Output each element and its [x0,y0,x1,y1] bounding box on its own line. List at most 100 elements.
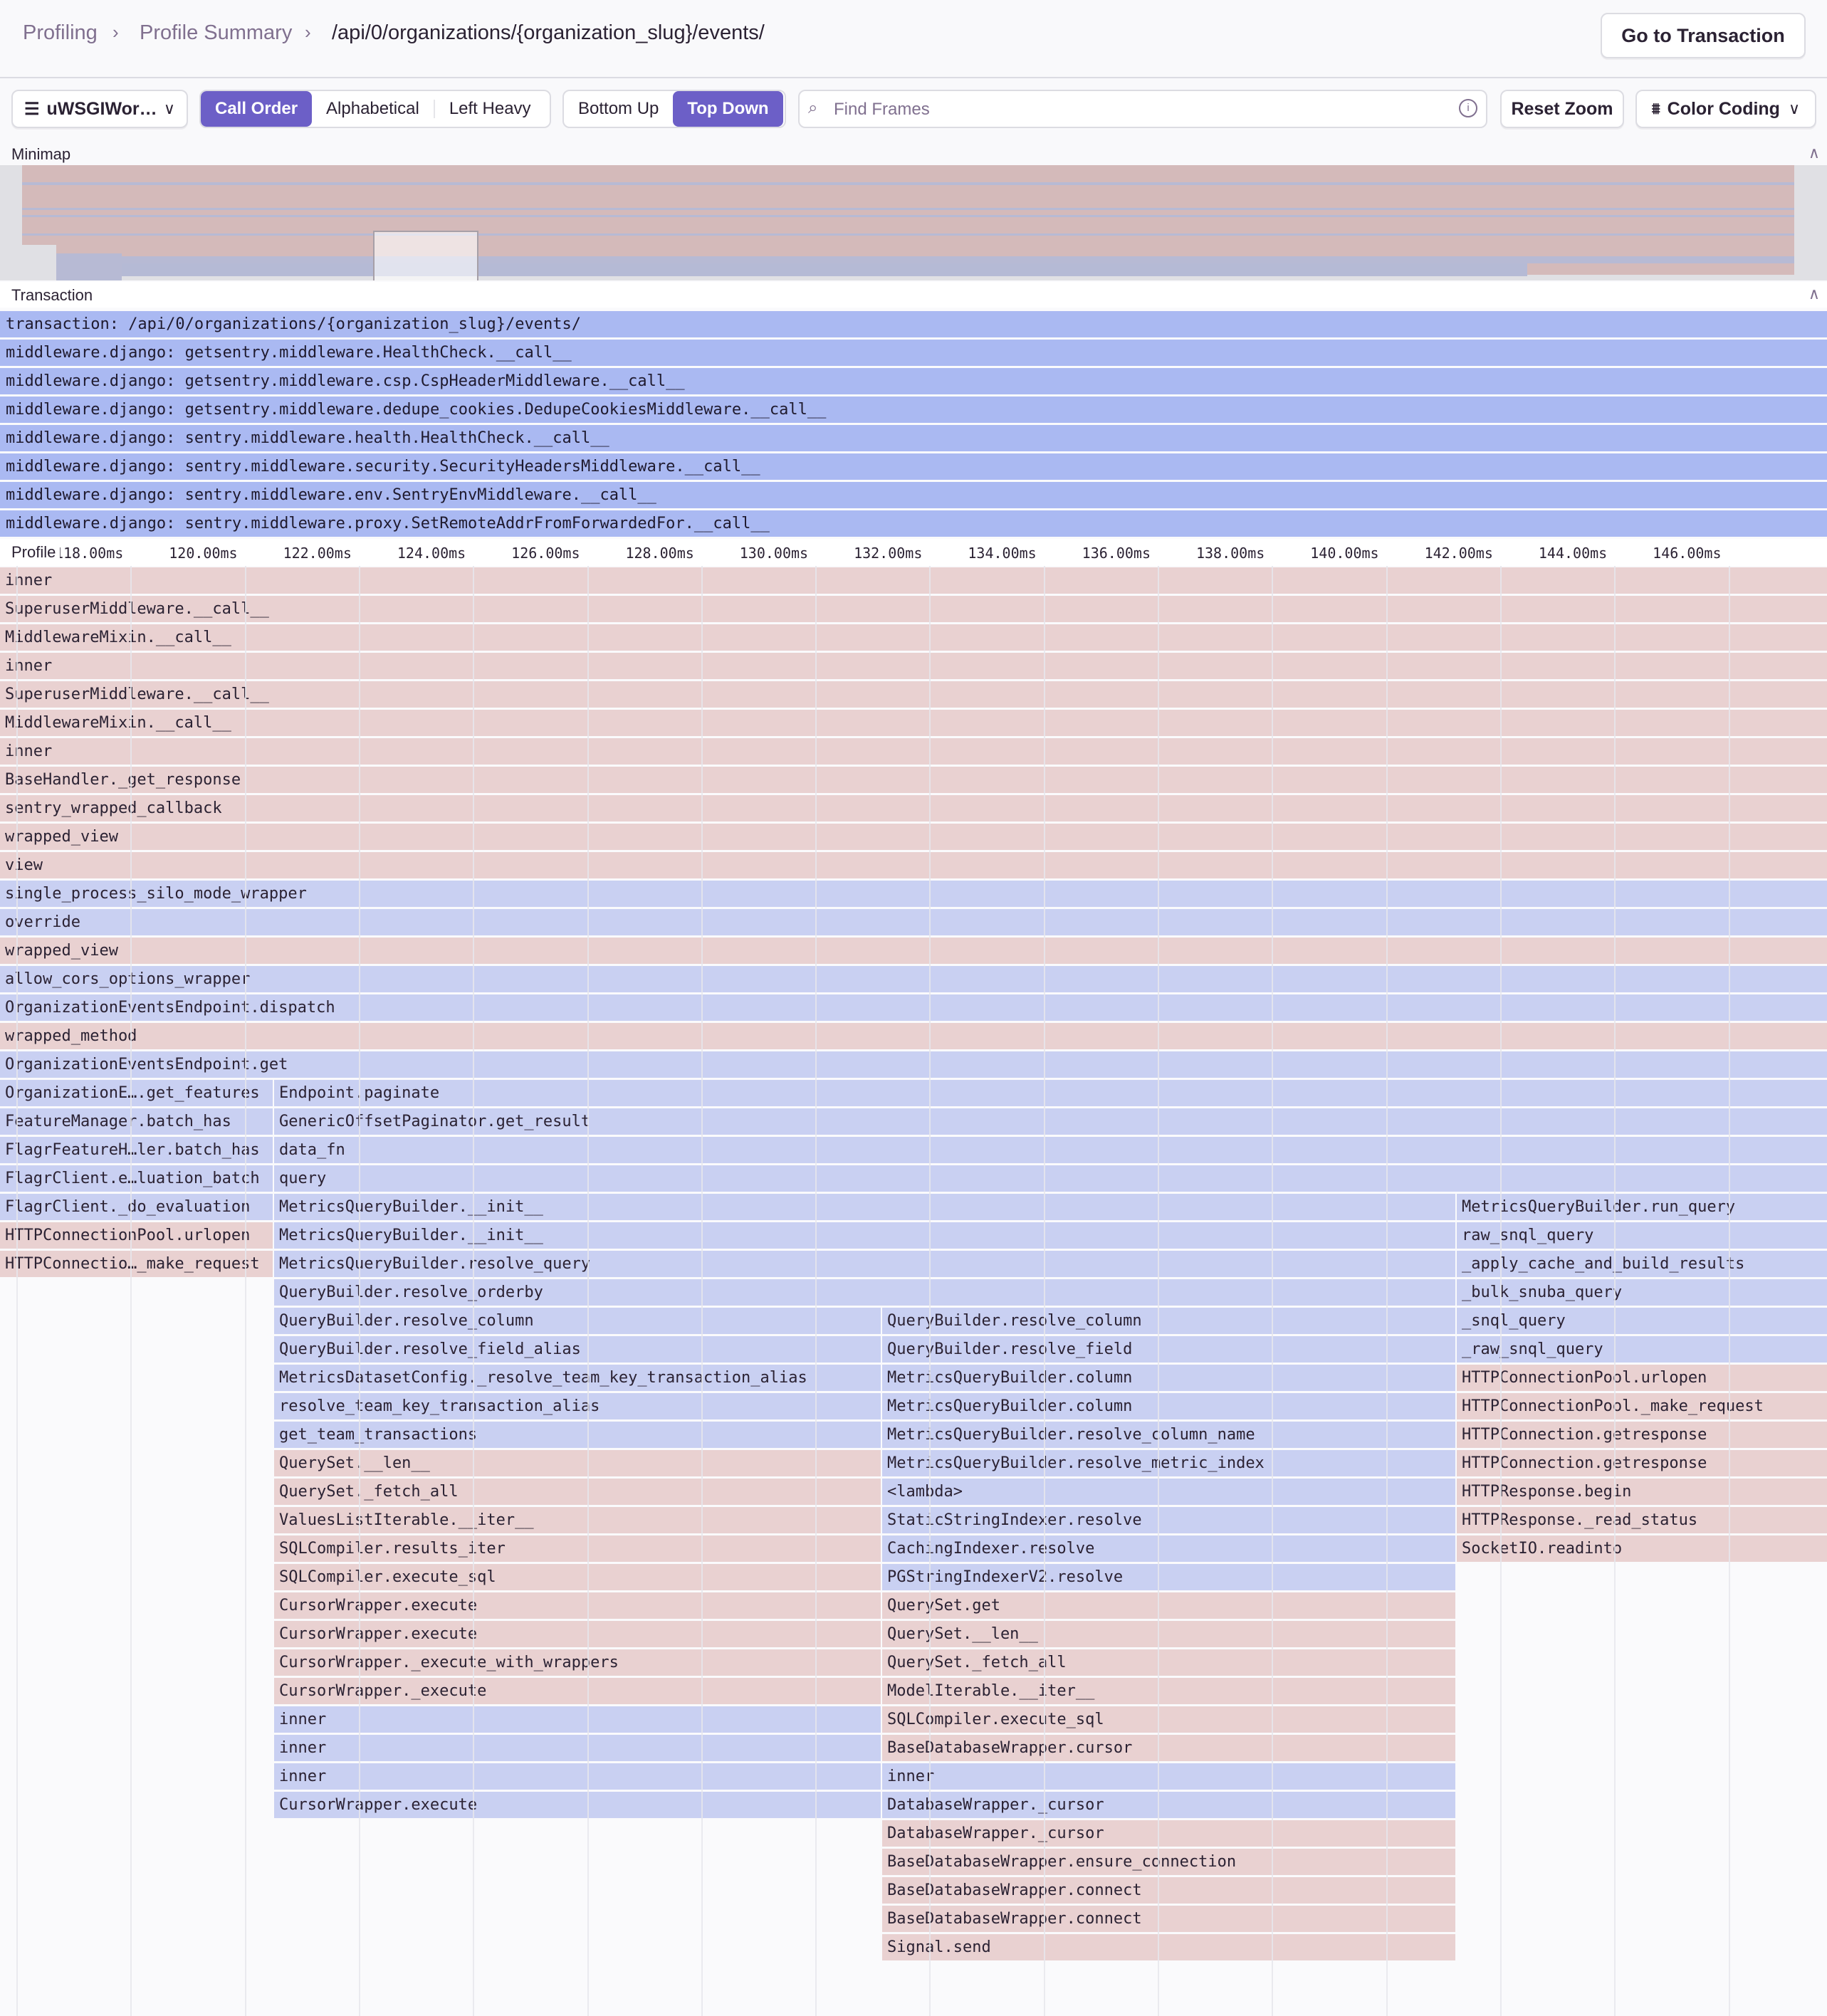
flame-frame[interactable]: inner [0,738,1827,765]
flame-frame[interactable]: BaseHandler._get_response [0,767,1827,793]
flame-frame[interactable]: allow_cors_options_wrapper [0,966,1827,992]
flame-frame[interactable]: DatabaseWrapper._cursor [882,1820,1455,1847]
sort-left-heavy-button[interactable]: Left Heavy [449,99,531,118]
transaction-span[interactable]: middleware.django: getsentry.middleware.… [0,368,1827,394]
flame-frame[interactable]: BaseDatabaseWrapper.ensure_connection [882,1849,1455,1875]
flame-frame[interactable]: inner [274,1735,881,1761]
flame-frame[interactable]: BaseDatabaseWrapper.connect [882,1906,1455,1932]
bottom-up-button[interactable]: Bottom Up [578,99,659,118]
flame-frame[interactable]: resolve_team_key_transaction_alias [274,1393,881,1419]
flame-frame[interactable]: MetricsDatasetConfig._resolve_team_key_t… [274,1365,881,1391]
flame-frame[interactable]: QueryBuilder.resolve_column [274,1308,881,1334]
flame-frame[interactable]: FlagrClient.e…luation_batch [0,1165,273,1192]
flame-frame[interactable]: SocketIO.readinto [1457,1535,1827,1562]
flame-frame[interactable]: override [0,909,1827,935]
flame-frame[interactable]: MiddlewareMixin.__call__ [0,624,1827,651]
flame-frame[interactable]: OrganizationE….get_features [0,1080,273,1106]
flame-frame[interactable]: QuerySet.__len__ [882,1621,1455,1647]
go-to-transaction-button[interactable]: Go to Transaction [1601,13,1806,58]
flame-frame[interactable]: SQLCompiler.execute_sql [274,1564,881,1590]
flame-frame[interactable]: MetricsQueryBuilder.column [882,1365,1455,1391]
flame-frame[interactable]: CursorWrapper._execute_with_wrappers [274,1649,881,1676]
flame-frame[interactable]: _raw_snql_query [1457,1336,1827,1363]
flame-frame[interactable]: MetricsQueryBuilder.resolve_column_name [882,1422,1455,1448]
flame-frame[interactable]: StaticStringIndexer.resolve [882,1507,1455,1533]
flame-frame[interactable]: get_team_transactions [274,1422,881,1448]
flame-frame[interactable]: ModelIterable.__iter__ [882,1678,1455,1704]
flame-frame[interactable]: OrganizationEventsEndpoint.dispatch [0,994,1827,1021]
flame-frame[interactable]: MetricsQueryBuilder.resolve_metric_index [882,1450,1455,1476]
transaction-span[interactable]: middleware.django: sentry.middleware.sec… [0,453,1827,480]
flame-frame[interactable]: wrapped_view [0,824,1827,850]
minimap[interactable] [0,165,1827,280]
flame-frame[interactable]: CachingIndexer.resolve [882,1535,1455,1562]
info-icon[interactable]: i [1459,99,1477,117]
flame-frame[interactable]: BaseDatabaseWrapper.cursor [882,1735,1455,1761]
minimap-viewport-handle[interactable] [373,231,478,280]
flame-frame[interactable]: SQLCompiler.execute_sql [882,1706,1455,1733]
flame-frame[interactable]: HTTPConnectio…_make_request [0,1251,273,1277]
flame-frame[interactable]: MetricsQueryBuilder.__init__ [274,1222,1455,1249]
thread-select[interactable]: ☰ uWSGIWor… ∨ [11,90,188,128]
flame-frame[interactable]: HTTPConnection.getresponse [1457,1422,1827,1448]
flame-frame[interactable]: QuerySet.__len__ [274,1450,881,1476]
flame-frame[interactable]: view [0,852,1827,878]
flame-frame[interactable]: SQLCompiler.results_iter [274,1535,881,1562]
flame-frame[interactable]: <lambda> [882,1479,1455,1505]
flame-frame[interactable]: inner [882,1763,1455,1790]
flame-frame[interactable]: raw_snql_query [1457,1222,1827,1249]
flame-frame[interactable]: CursorWrapper.execute [274,1621,881,1647]
flame-frame[interactable]: HTTPConnectionPool.urlopen [1457,1365,1827,1391]
top-down-button[interactable]: Top Down [673,91,783,127]
flame-frame[interactable]: MetricsQueryBuilder.resolve_query [274,1251,1455,1277]
flame-frame[interactable]: inner [274,1763,881,1790]
flame-frame[interactable]: query [274,1165,1827,1192]
flame-frame[interactable]: MetricsQueryBuilder.column [882,1393,1455,1419]
flame-frame[interactable]: SuperuserMiddleware.__call__ [0,681,1827,708]
flame-frame[interactable]: GenericOffsetPaginator.get_result [274,1108,1827,1135]
flame-frame[interactable]: wrapped_method [0,1023,1827,1049]
flame-frame[interactable]: MetricsQueryBuilder.__init__ [274,1194,1455,1220]
flame-frame[interactable]: inner [0,653,1827,679]
transaction-span[interactable]: middleware.django: getsentry.middleware.… [0,340,1827,366]
flame-frame[interactable]: _apply_cache_and_build_results [1457,1251,1827,1277]
flame-frame[interactable]: QuerySet.get [882,1592,1455,1619]
flame-frame[interactable]: MetricsQueryBuilder.run_query [1457,1194,1827,1220]
breadcrumb-profiling[interactable]: Profiling [23,21,98,44]
flame-frame[interactable]: Signal.send [882,1934,1455,1960]
flame-frame[interactable]: FeatureManager.batch_has [0,1108,273,1135]
flame-frame[interactable]: HTTPConnection.getresponse [1457,1450,1827,1476]
flame-frame[interactable]: HTTPResponse._read_status [1457,1507,1827,1533]
flame-frame[interactable]: ValuesListIterable.__iter__ [274,1507,881,1533]
flame-frame[interactable]: FlagrFeatureH…ler.batch_has [0,1137,273,1163]
flame-frame[interactable]: QuerySet._fetch_all [882,1649,1455,1676]
flame-frame[interactable]: _snql_query [1457,1308,1827,1334]
flame-frame[interactable]: PGStringIndexerV2.resolve [882,1564,1455,1590]
transaction-span[interactable]: middleware.django: sentry.middleware.env… [0,482,1827,508]
flame-frame[interactable]: QueryBuilder.resolve_field_alias [274,1336,881,1363]
flame-frame[interactable]: HTTPConnectionPool._make_request [1457,1393,1827,1419]
find-frames-input[interactable] [832,97,1448,122]
flame-frame[interactable]: single_process_silo_mode_wrapper [0,881,1827,907]
transaction-span[interactable]: transaction: /api/0/organizations/{organ… [0,311,1827,337]
flame-frame[interactable]: HTTPResponse.begin [1457,1479,1827,1505]
sort-call-order-button[interactable]: Call Order [201,91,313,127]
flame-frame[interactable]: QueryBuilder.resolve_field [882,1336,1455,1363]
flame-frame[interactable]: FlagrClient._do_evaluation [0,1194,273,1220]
flame-frame[interactable]: OrganizationEventsEndpoint.get [0,1051,1827,1078]
flame-frame[interactable]: BaseDatabaseWrapper.connect [882,1877,1455,1904]
flame-frame[interactable]: QuerySet._fetch_all [274,1479,881,1505]
reset-zoom-button[interactable]: Reset Zoom [1500,90,1624,128]
flame-frame[interactable]: QueryBuilder.resolve_column [882,1308,1455,1334]
flame-frame[interactable]: inner [0,567,1827,594]
chevron-up-icon[interactable]: ∧ [1808,144,1820,162]
flame-frame[interactable]: sentry_wrapped_callback [0,795,1827,821]
flame-frame[interactable]: Endpoint.paginate [274,1080,1827,1106]
sort-alphabetical-button[interactable]: Alphabetical [326,99,419,118]
flame-frame[interactable]: MiddlewareMixin.__call__ [0,710,1827,736]
flame-frame[interactable]: QueryBuilder.resolve_orderby [274,1279,1455,1306]
flame-frame[interactable]: CursorWrapper.execute [274,1792,881,1818]
flame-frame[interactable]: data_fn [274,1137,1827,1163]
transaction-span[interactable]: middleware.django: sentry.middleware.hea… [0,425,1827,451]
flame-frame[interactable]: SuperuserMiddleware.__call__ [0,596,1827,622]
